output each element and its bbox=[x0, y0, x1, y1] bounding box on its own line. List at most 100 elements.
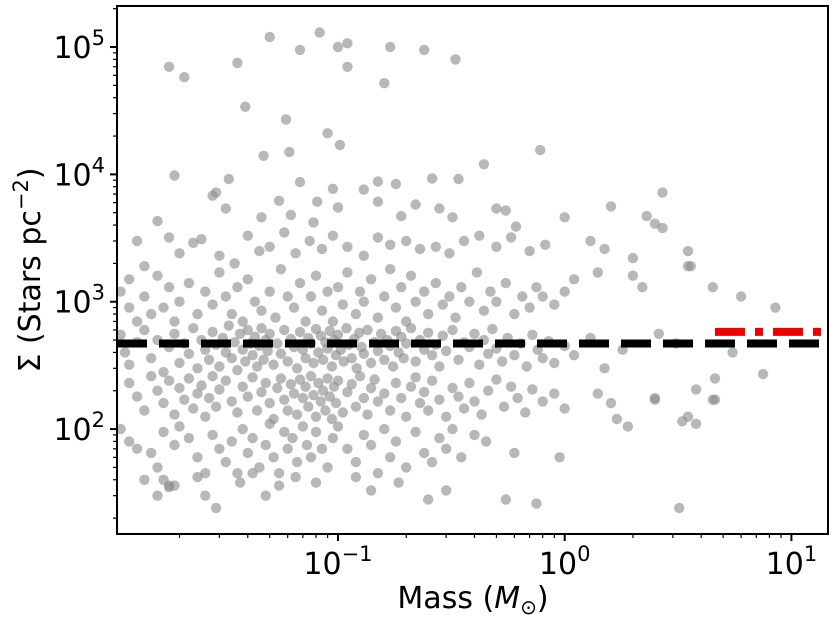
data-point bbox=[288, 302, 300, 313]
data-point bbox=[379, 354, 390, 365]
data-point bbox=[385, 405, 396, 416]
data-point bbox=[327, 230, 339, 241]
data-point bbox=[316, 243, 328, 255]
data-point bbox=[124, 377, 135, 389]
data-point bbox=[599, 363, 610, 374]
data-point bbox=[275, 264, 287, 275]
data-point bbox=[341, 323, 352, 334]
data-point bbox=[390, 377, 402, 389]
data-point bbox=[757, 368, 769, 380]
data-point bbox=[444, 291, 455, 302]
data-point bbox=[264, 397, 275, 409]
data-point bbox=[275, 373, 287, 384]
data-point bbox=[174, 382, 185, 394]
data-point bbox=[146, 308, 157, 320]
data-point bbox=[592, 388, 603, 399]
data-point bbox=[214, 267, 225, 278]
data-point bbox=[290, 471, 301, 483]
data-point bbox=[365, 485, 377, 496]
data-point bbox=[350, 308, 362, 320]
data-point bbox=[322, 128, 333, 139]
data-point bbox=[273, 195, 285, 206]
x-axis-label-text: Mass ( bbox=[397, 581, 494, 616]
data-point bbox=[220, 203, 231, 214]
data-point bbox=[326, 361, 338, 372]
data-point bbox=[207, 371, 218, 382]
data-point bbox=[268, 452, 279, 463]
data-point bbox=[362, 324, 373, 336]
data-point bbox=[258, 354, 269, 365]
data-point bbox=[358, 429, 369, 441]
data-point bbox=[592, 267, 603, 278]
data-point bbox=[139, 474, 150, 485]
data-point bbox=[365, 382, 377, 394]
data-point bbox=[450, 54, 461, 65]
data-point bbox=[599, 243, 610, 255]
data-point bbox=[270, 312, 281, 323]
data-point bbox=[478, 305, 490, 316]
data-point bbox=[372, 196, 384, 207]
data-point bbox=[372, 312, 384, 323]
data-point bbox=[334, 139, 346, 151]
data-point bbox=[131, 443, 143, 454]
data-point bbox=[322, 373, 333, 384]
data-point bbox=[390, 302, 402, 313]
data-point bbox=[338, 356, 349, 367]
data-point bbox=[487, 323, 498, 335]
data-point bbox=[419, 447, 430, 459]
data-point bbox=[456, 282, 467, 293]
data-point bbox=[234, 328, 246, 339]
data-point bbox=[146, 447, 157, 459]
data-point bbox=[234, 477, 246, 488]
data-point bbox=[332, 202, 344, 213]
data-point bbox=[305, 371, 317, 382]
data-point bbox=[653, 328, 664, 339]
data-point bbox=[232, 365, 243, 376]
data-point bbox=[385, 452, 396, 463]
data-point bbox=[358, 250, 369, 261]
data-point bbox=[220, 291, 231, 302]
data-point bbox=[342, 38, 353, 49]
data-point bbox=[324, 391, 335, 402]
data-point bbox=[304, 235, 315, 247]
data-point bbox=[256, 323, 267, 334]
data-point bbox=[414, 397, 426, 409]
data-point bbox=[260, 439, 271, 451]
data-point bbox=[247, 432, 258, 444]
data-point bbox=[146, 371, 157, 382]
data-point bbox=[419, 386, 430, 398]
data-point bbox=[275, 348, 287, 359]
data-point bbox=[559, 403, 570, 414]
data-point bbox=[512, 392, 523, 404]
data-point bbox=[272, 382, 283, 394]
data-point bbox=[317, 385, 329, 396]
data-point bbox=[188, 323, 199, 334]
data-point bbox=[437, 330, 448, 341]
data-point bbox=[200, 411, 211, 422]
data-point bbox=[332, 282, 344, 293]
data-point bbox=[351, 363, 362, 374]
data-point bbox=[223, 320, 234, 331]
data-point bbox=[158, 474, 169, 485]
data-point bbox=[430, 241, 441, 252]
data-point bbox=[379, 423, 390, 435]
data-point bbox=[453, 391, 464, 402]
data-point bbox=[637, 282, 648, 293]
data-point bbox=[434, 361, 445, 372]
data-point bbox=[554, 452, 565, 463]
data-point bbox=[444, 248, 455, 259]
data-point bbox=[229, 337, 240, 348]
data-point bbox=[291, 409, 303, 420]
data-point bbox=[622, 421, 634, 432]
data-point bbox=[232, 57, 243, 69]
data-point bbox=[264, 418, 275, 429]
data-point bbox=[124, 359, 135, 370]
data-point bbox=[260, 377, 271, 389]
data-point bbox=[169, 409, 180, 420]
data-point bbox=[188, 403, 199, 414]
data-point bbox=[214, 384, 225, 395]
data-point bbox=[426, 456, 438, 468]
data-point bbox=[300, 353, 311, 364]
data-point bbox=[251, 361, 263, 372]
